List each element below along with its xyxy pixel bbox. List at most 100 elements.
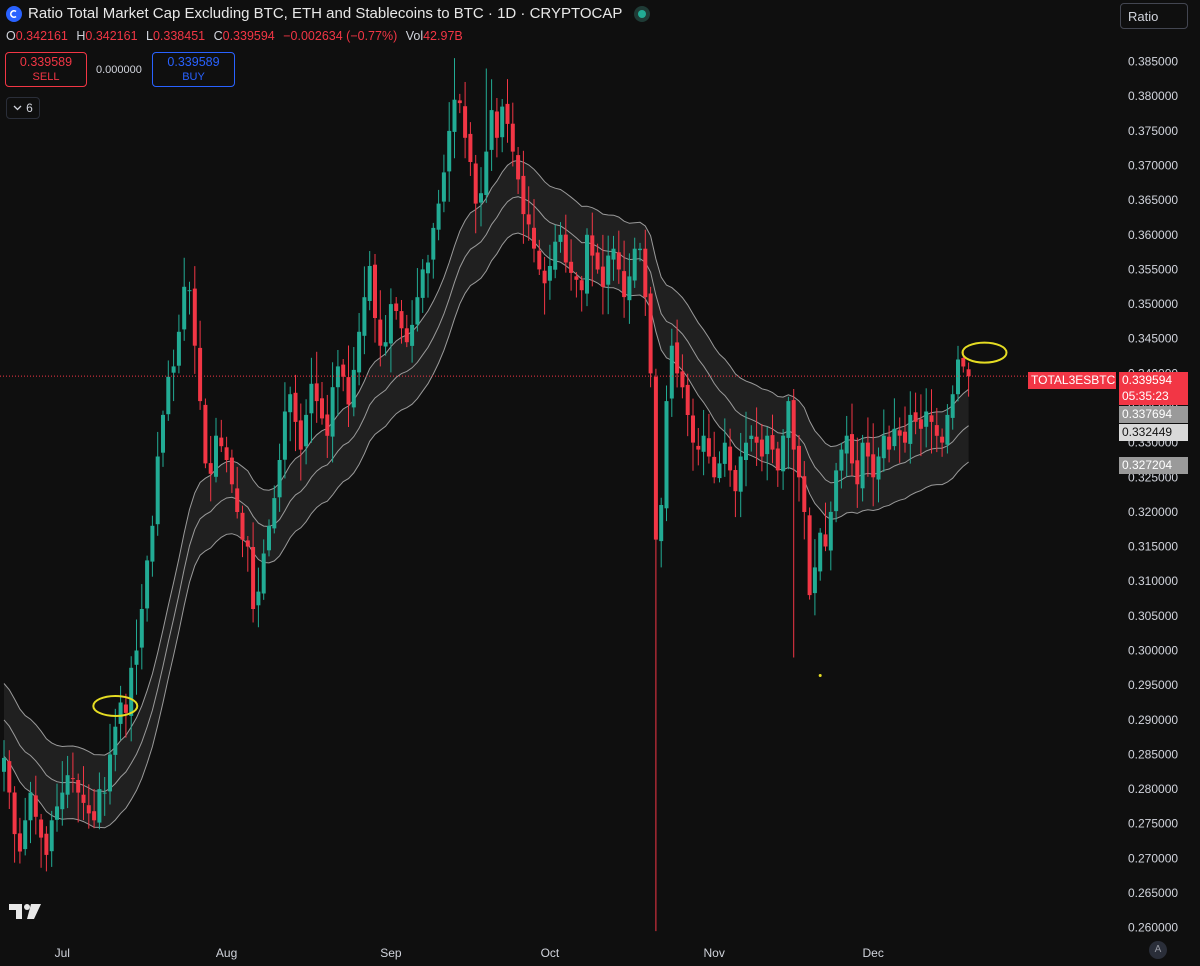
y-tick-label: 0.285000 [1128,747,1178,761]
candle [219,419,224,453]
indicator-count: 6 [26,101,33,115]
candle [155,431,160,536]
candle [500,99,505,153]
high-value: 0.342161 [85,29,138,43]
candle [261,539,266,600]
candle [871,423,876,507]
candle [839,442,844,489]
indicators-toggle-button[interactable]: 6 [6,97,40,119]
candle [903,406,907,453]
scale-mode-button[interactable]: Ratio [1120,3,1188,29]
candle [791,389,796,658]
candle [850,403,854,477]
candle [802,461,807,540]
candle [357,313,362,386]
x-tick-label: Sep [380,946,402,960]
candle [786,396,791,470]
marker-dot [818,673,822,677]
y-tick-label: 0.370000 [1128,159,1178,173]
candle [881,409,886,472]
candle [28,781,33,844]
y-tick-label: 0.310000 [1128,574,1178,588]
candle [383,315,388,356]
candle [537,239,542,276]
candle [277,443,282,512]
candle [33,775,38,835]
candle [759,423,764,472]
candle [208,435,213,502]
band-fill [4,160,969,828]
chevron-down-icon [13,105,22,111]
chart-title[interactable]: Ratio Total Market Cap Excluding BTC, ET… [28,5,623,22]
candle [76,773,81,823]
candle [166,360,171,421]
highlight-ellipse [961,341,1008,364]
candle [44,826,49,872]
candle [309,357,314,443]
candle [627,253,632,324]
open-value: 0.342161 [15,29,68,43]
candle [585,228,589,307]
buy-button[interactable]: 0.339589 BUY [152,52,235,87]
candle [897,417,902,463]
candle [659,497,664,568]
candle [256,567,261,628]
y-tick-label: 0.375000 [1128,124,1178,138]
candle [638,242,642,262]
candle [622,240,627,318]
candle [701,409,706,476]
candle [648,286,653,388]
candle [447,102,452,202]
candle [781,429,786,490]
tradingview-logo-icon[interactable] [8,902,44,922]
candle [595,243,600,274]
candle [865,417,870,477]
candle [712,431,717,484]
y-tick-label: 0.315000 [1128,540,1178,554]
candle [23,797,28,856]
y-tick-label: 0.345000 [1128,332,1178,346]
candle [945,404,950,454]
candle [60,761,65,826]
candle [251,522,256,623]
spread-value: 0.000000 [96,64,142,76]
sell-button[interactable]: 0.339589 SELL [5,52,87,87]
candle [579,275,584,312]
buy-price: 0.339589 [167,55,220,69]
band-mid-label: 0.332449 [1119,424,1188,441]
candle [892,398,897,451]
candle [489,79,494,171]
y-tick-label: 0.300000 [1128,644,1178,658]
candle [717,451,722,483]
candle [680,354,685,399]
market-status-icon[interactable] [634,5,651,22]
candle [728,428,733,487]
candle [913,392,918,435]
candle [113,708,118,772]
candle [320,381,324,425]
candle [457,93,462,114]
candle [388,288,393,373]
candle [558,222,563,253]
candle [86,784,91,829]
y-tick-label: 0.355000 [1128,262,1178,276]
symbol-price-label: TOTAL3ESBTC [1028,372,1116,389]
candle [510,102,515,167]
x-tick-label: Dec [863,946,884,960]
sell-price: 0.339589 [19,55,73,69]
candle [399,300,404,344]
auto-scale-button[interactable]: A [1149,941,1167,959]
candle [675,319,680,388]
y-tick-label: 0.260000 [1128,921,1178,935]
candle [600,234,605,315]
candle [235,466,240,519]
candle [770,414,775,464]
candle [272,485,277,534]
candle [182,257,187,341]
candle [298,403,303,481]
y-tick-label: 0.295000 [1128,678,1178,692]
candle [908,391,913,464]
y-tick-label: 0.275000 [1128,817,1178,831]
candle [691,398,695,471]
